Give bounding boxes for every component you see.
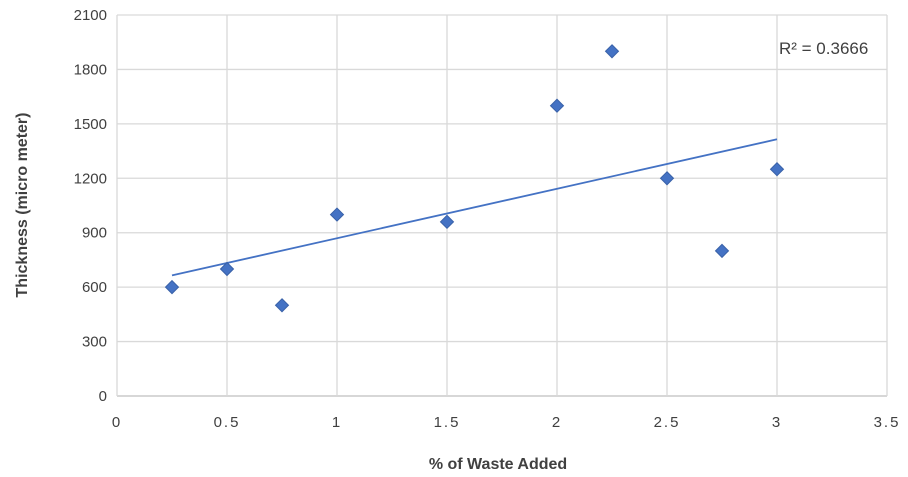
x-tick-label: 0.5 [214, 414, 241, 431]
trendline-group [171, 138, 778, 277]
x-tick-label: 1.5 [434, 414, 461, 431]
y-tick-label: 1200 [74, 170, 107, 187]
trendline [171, 138, 778, 277]
y-tick-label: 1800 [74, 61, 107, 78]
data-point [769, 162, 785, 177]
y-tick-label: 300 [82, 334, 107, 351]
x-tick-label: 0 [112, 414, 122, 431]
gridlines [116, 14, 888, 397]
x-tick-label: 3 [772, 414, 782, 431]
x-tick-label: 2.5 [654, 414, 681, 431]
x-tick-label: 1 [332, 414, 342, 431]
r-squared-label: R² = 0.3666 [779, 39, 868, 58]
y-tick-label: 2100 [74, 7, 107, 24]
data-points [164, 44, 785, 313]
data-point [659, 171, 675, 186]
data-point [164, 279, 180, 295]
x-tick-label: 2 [552, 414, 562, 431]
y-axis-title: Thickness (micro meter) [14, 113, 31, 298]
data-point [714, 243, 730, 259]
data-point [219, 261, 235, 277]
y-tick-label: 900 [82, 225, 107, 242]
x-tick-label: 3.5 [874, 414, 901, 431]
data-point [604, 44, 620, 59]
data-point [439, 214, 455, 230]
y-axis-ticks: 0 300 600 900 1200 1500 1800 2100 [74, 7, 107, 405]
data-point [329, 207, 345, 222]
x-axis-ticks: 0 0.5 1 1.5 2 2.5 3 3.5 [112, 414, 901, 431]
data-point [274, 298, 290, 313]
x-axis-title: % of Waste Added [429, 456, 567, 473]
y-tick-label: 600 [82, 279, 107, 296]
data-point [549, 98, 565, 113]
y-tick-label: 1500 [74, 116, 107, 133]
y-tick-label: 0 [99, 388, 107, 405]
